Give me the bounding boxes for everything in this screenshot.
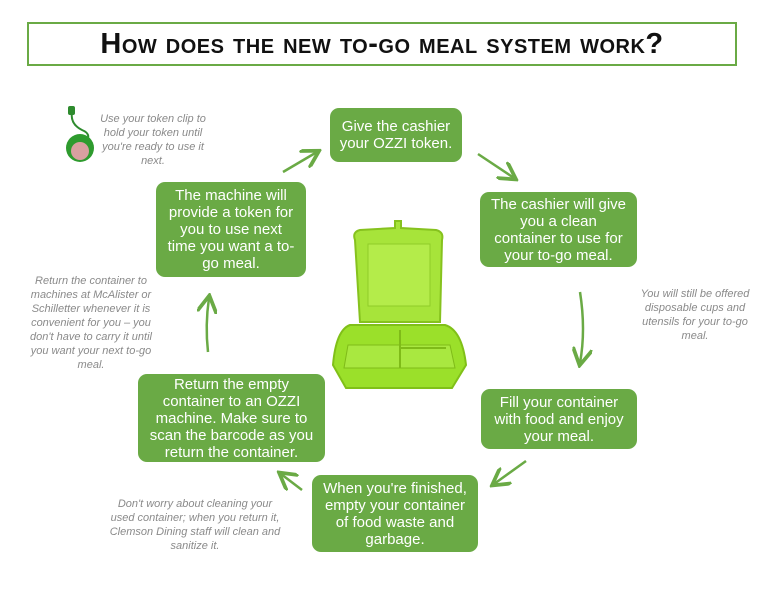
note-token-clip: Use your token clip to hold your token u… — [100, 113, 206, 167]
arrow-1-to-2 — [477, 152, 514, 178]
step-4-empty-container: When you're finished, empty your contain… — [312, 475, 478, 552]
step-2-receive-container: The cashier will give you a clean contai… — [480, 192, 637, 267]
arrow-3-to-4 — [494, 459, 527, 484]
note-return-anytime: Return the container to machines at McAl… — [30, 275, 152, 371]
note-disposables: You will still be offered disposable cup… — [640, 288, 750, 342]
page-title: How does the new to-go meal system work? — [27, 22, 737, 66]
arrow-5-to-6 — [207, 298, 209, 353]
note-cleaning: Don't worry about cleaning your used con… — [109, 498, 281, 552]
step-3-fill-container: Fill your container with food and enjoy … — [481, 389, 637, 449]
ozzi-container-image — [331, 220, 468, 389]
step-5-return-container: Return the empty container to an OZZI ma… — [138, 374, 325, 462]
arrow-2-to-3 — [580, 291, 583, 363]
arrow-6-to-1 — [282, 152, 317, 174]
step-6-receive-token: The machine will provide a token for you… — [156, 182, 306, 277]
token-clip-icon — [66, 106, 94, 162]
step-1-give-token: Give the cashier your OZZI token. — [330, 108, 462, 162]
arrow-4-to-5 — [281, 474, 303, 490]
